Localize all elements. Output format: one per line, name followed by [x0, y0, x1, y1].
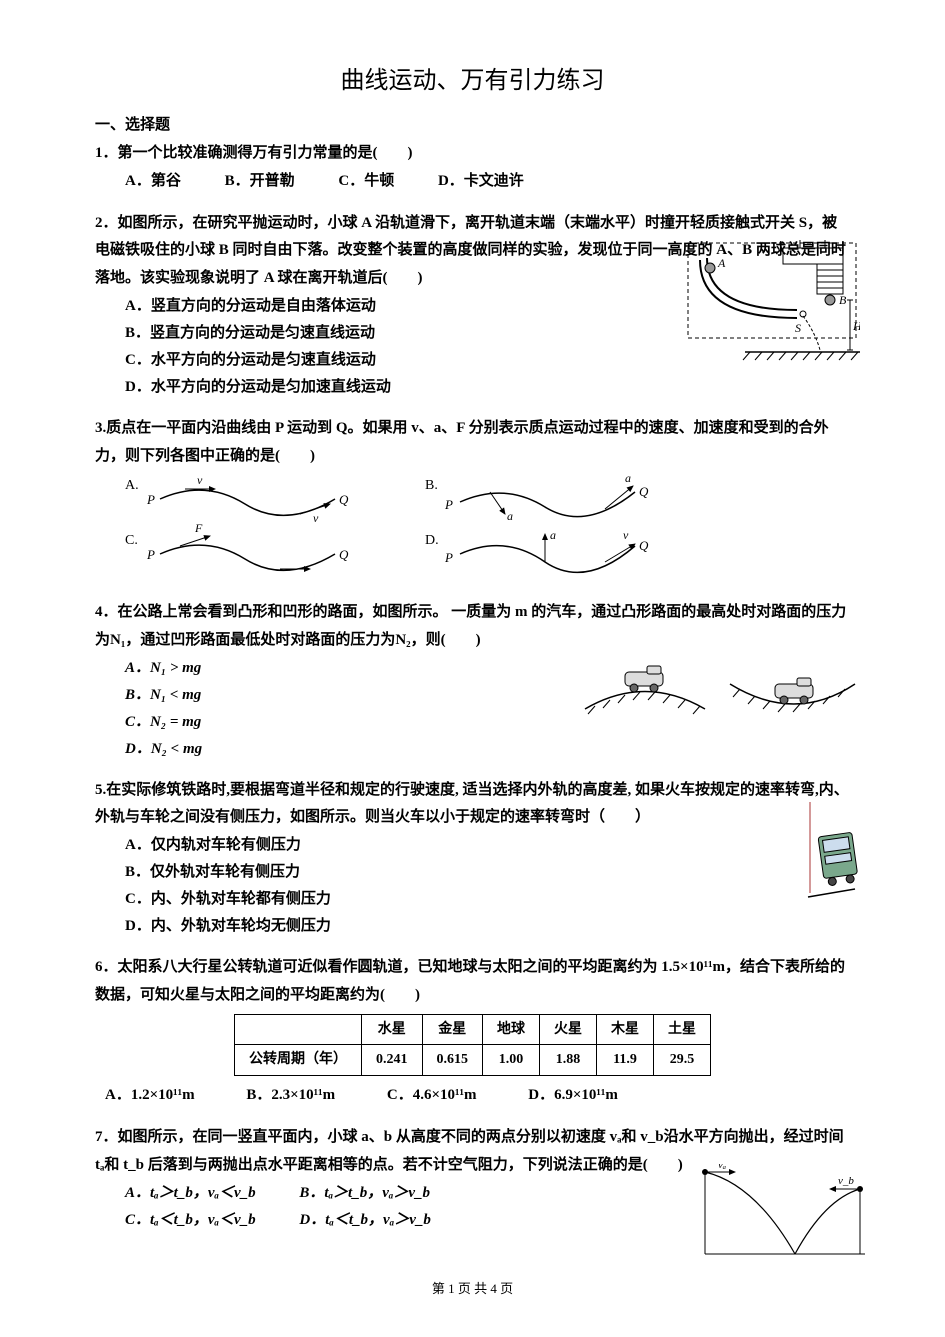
- q2-label-h: H: [852, 319, 860, 333]
- svg-text:P: P: [444, 497, 453, 512]
- q6-num: 6．: [95, 959, 118, 975]
- svg-text:P: P: [146, 547, 155, 562]
- svg-text:v_b: v_b: [838, 1175, 854, 1187]
- question-6: 6．太阳系八大行星公转轨道可近似看作圆轨道，已知地球与太阳之间的平均距离约为 1…: [95, 954, 850, 1110]
- svg-text:C.: C.: [125, 533, 138, 548]
- q1-opt-b: B．开普勒: [225, 168, 295, 196]
- q4-stem: 在公路上常会看到凸形和凹形的路面，如图所示。 一质量为 m 的汽车，通过凸形路面…: [95, 604, 846, 648]
- q2-label-s: S: [795, 321, 801, 335]
- section-heading: 一、选择题: [95, 113, 850, 134]
- svg-text:v: v: [623, 528, 629, 542]
- q2-opt-d: D．水平方向的分运动是匀加速直线运动: [125, 374, 515, 401]
- svg-text:A.: A.: [125, 478, 139, 493]
- q6-opt-b: B．2.3×10¹¹m: [246, 1082, 335, 1110]
- q7-opt-a: A．tₐ＞t_b，vₐ＜v_b: [125, 1180, 256, 1207]
- q2-opt-c: C．水平方向的分运动是匀速直线运动: [125, 347, 515, 374]
- q7-figure: vₐ v_b: [700, 1164, 870, 1259]
- q7-opt-c: C．tₐ＜t_b，vₐ＜v_b: [125, 1207, 256, 1234]
- svg-text:F: F: [194, 521, 203, 535]
- q2-figure: A S B H: [685, 240, 860, 365]
- svg-text:a: a: [507, 509, 513, 523]
- q5-opt-b: B．仅外轨对车轮有侧压力: [125, 859, 495, 886]
- q2-opt-a: A．竖直方向的分运动是自由落体运动: [125, 293, 515, 320]
- q2-opt-b: B．竖直方向的分运动是匀速直线运动: [125, 320, 515, 347]
- q6-stem: 太阳系八大行星公转轨道可近似看作圆轨道，已知地球与太阳之间的平均距离约为 1.5…: [95, 959, 845, 1003]
- q6-opt-a: A．1.2×10¹¹m: [105, 1082, 195, 1110]
- svg-text:Q: Q: [339, 492, 349, 507]
- q1-stem: 第一个比较准确测得万有引力常量的是( ): [118, 145, 413, 161]
- q5-stem: 在实际修筑铁路时,要根据弯道半径和规定的行驶速度, 适当选择内外轨的高度差, 如…: [95, 782, 849, 826]
- q1-opt-c: C．牛顿: [338, 168, 394, 196]
- q5-opt-c: C．内、外轨对车轮都有侧压力: [125, 886, 495, 913]
- q4-opt-d: D．N₂ < mg: [125, 736, 395, 763]
- svg-text:P: P: [146, 492, 155, 507]
- q6-opt-d: D．6.9×10¹¹m: [528, 1082, 618, 1110]
- q2-label-a: A: [717, 256, 726, 270]
- q1-num: 1．: [95, 145, 118, 161]
- q2-num: 2．: [95, 215, 118, 231]
- svg-text:vₐ: vₐ: [718, 1164, 726, 1171]
- question-4: 4．在公路上常会看到凸形和凹形的路面，如图所示。 一质量为 m 的汽车，通过凸形…: [95, 599, 850, 763]
- svg-text:Q: Q: [339, 547, 349, 562]
- q3-stem: 质点在一平面内沿曲线由 P 运动到 Q。如果用 v、a、F 分别表示质点运动过程…: [95, 420, 829, 464]
- svg-text:v: v: [313, 511, 319, 525]
- svg-text:a: a: [625, 474, 631, 485]
- svg-text:v: v: [197, 474, 203, 487]
- q4-num: 4．: [95, 604, 118, 620]
- svg-text:Q: Q: [639, 484, 649, 499]
- q5-num: 5.: [95, 782, 106, 798]
- q6-opt-c: C．4.6×10¹¹m: [387, 1082, 477, 1110]
- q4-figure: [580, 654, 860, 724]
- page-footer: 第 1 页 共 4 页: [0, 1278, 945, 1297]
- q5-opt-d: D．内、外轨对车轮均无侧压力: [125, 913, 495, 940]
- svg-text:P: P: [444, 550, 453, 565]
- q4-opt-c: C．N₂ = mg: [125, 709, 395, 736]
- svg-text:Q: Q: [639, 538, 649, 553]
- q3-diagrams: A. P Q v v B. P Q a a C. P Q F F: [95, 474, 850, 585]
- question-7: 7．如图所示，在同一竖直平面内，小球 a、b 从高度不同的两点分别以初速度 vₐ…: [95, 1124, 850, 1234]
- svg-text:a: a: [550, 528, 556, 542]
- question-3: 3.质点在一平面内沿曲线由 P 运动到 Q。如果用 v、a、F 分别表示质点运动…: [95, 415, 850, 585]
- q3-num: 3.: [95, 420, 106, 436]
- q5-opt-a: A．仅内轨对车轮有侧压力: [125, 832, 495, 859]
- svg-text:D.: D.: [425, 533, 439, 548]
- q7-num: 7．: [95, 1129, 118, 1145]
- q2-label-b: B: [839, 293, 847, 307]
- q4-opt-b: B．N₁ < mg: [125, 682, 395, 709]
- page-title: 曲线运动、万有引力练习: [95, 60, 850, 95]
- q7-opt-d: D．tₐ＜t_b，vₐ＞v_b: [299, 1207, 430, 1234]
- question-5: 5.在实际修筑铁路时,要根据弯道半径和规定的行驶速度, 适当选择内外轨的高度差,…: [95, 777, 850, 941]
- svg-text:B.: B.: [425, 478, 438, 493]
- q7-opt-b: B．tₐ＞t_b，vₐ＞v_b: [299, 1180, 430, 1207]
- q5-figure: [800, 797, 870, 907]
- q6-table: 水星 金星 地球 火星 木星 土星 公转周期（年） 0.241 0.615 1.…: [234, 1014, 711, 1077]
- q4-opt-a: A．N₁ > mg: [125, 655, 395, 682]
- q1-opt-d: D．卡文迪许: [438, 168, 524, 196]
- q1-opt-a: A．第谷: [125, 168, 181, 196]
- question-1: 1．第一个比较准确测得万有引力常量的是( ) A．第谷 B．开普勒 C．牛顿 D…: [95, 140, 850, 196]
- svg-text:F: F: [292, 571, 301, 574]
- question-2: 2．如图所示，在研究平抛运动时，小球 A 沿轨道滑下，离开轨道末端（末端水平）时…: [95, 210, 850, 401]
